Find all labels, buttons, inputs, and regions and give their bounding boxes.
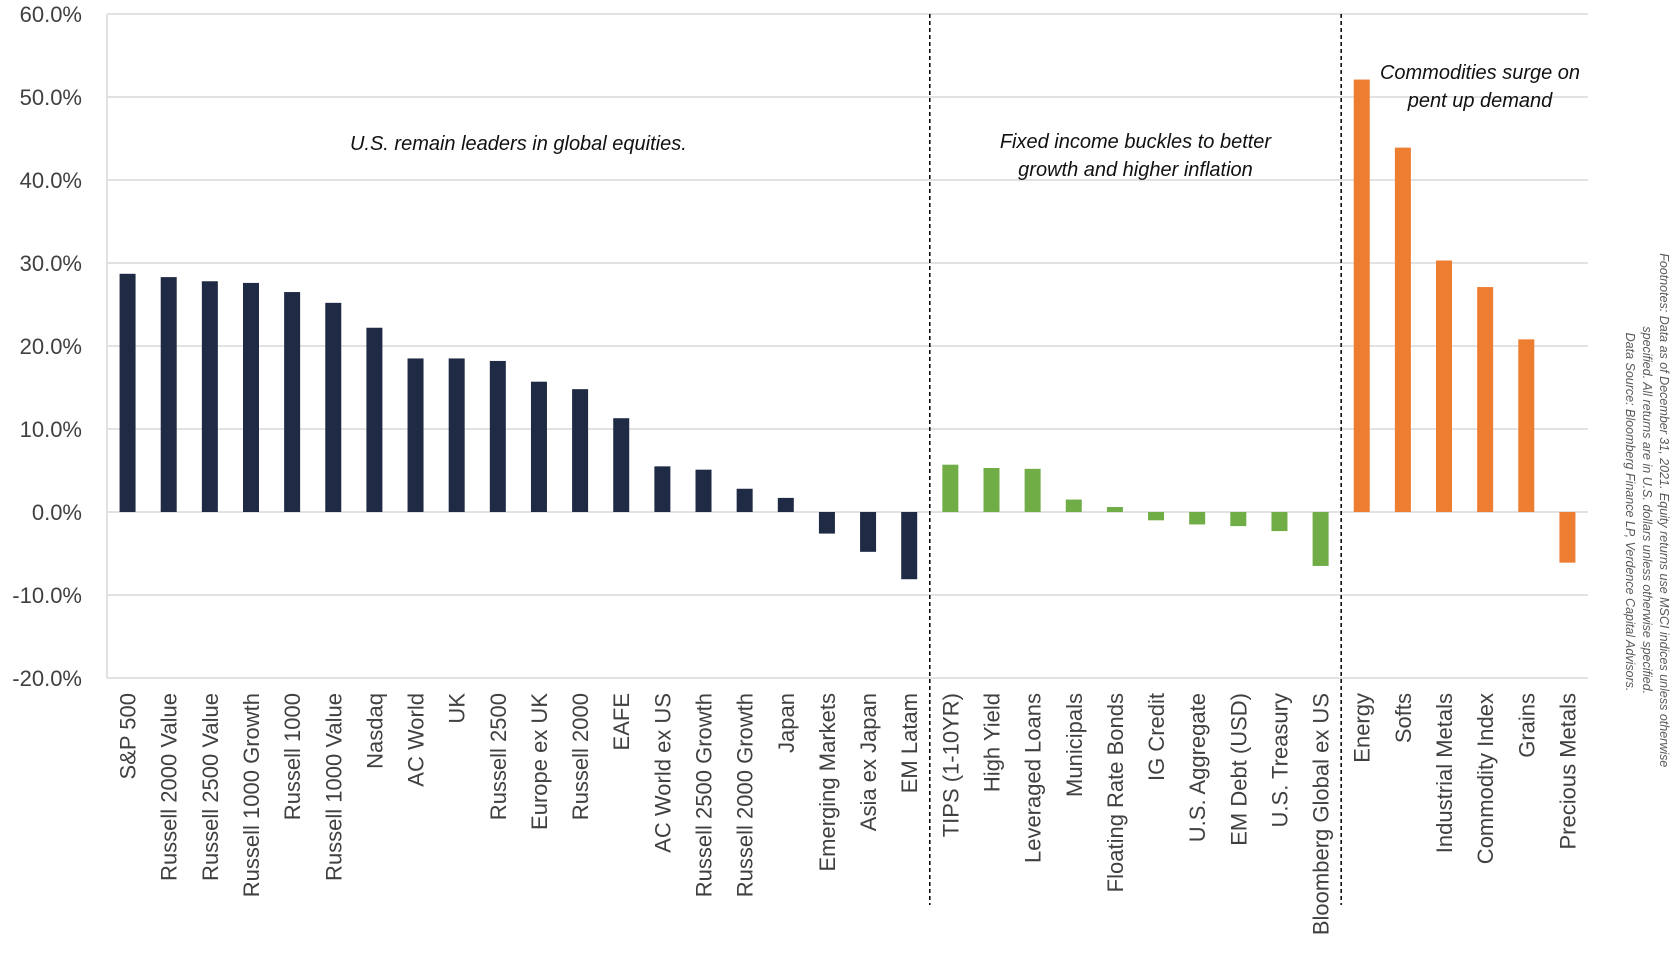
bar <box>695 469 712 512</box>
y-tick-label: 0.0% <box>32 500 82 525</box>
bar <box>572 389 589 512</box>
x-tick-label: UK <box>445 693 470 724</box>
annotation-text: growth and higher inflation <box>1018 159 1253 181</box>
annotation-text: U.S. remain leaders in global equities. <box>350 133 687 155</box>
x-tick-label: EM Debt (USD) <box>1226 693 1251 846</box>
x-tick-label: Russell 2500 <box>486 693 511 820</box>
x-tick-label: High Yield <box>979 693 1004 792</box>
bar <box>777 497 794 512</box>
bar <box>1559 512 1576 563</box>
x-tick-label: Industrial Metals <box>1432 693 1457 853</box>
bar <box>366 327 383 512</box>
bar <box>1148 512 1165 521</box>
x-tick-label: Municipals <box>1062 693 1087 797</box>
x-tick-label: Europe ex UK <box>527 693 552 830</box>
bar <box>1106 507 1123 512</box>
group-dividers <box>929 14 1342 905</box>
y-tick-label: 10.0% <box>20 417 82 442</box>
bar <box>942 464 959 512</box>
bar <box>407 358 424 512</box>
x-tick-label: Russell 1000 Value <box>321 693 346 881</box>
x-tick-label: Grains <box>1514 693 1539 758</box>
bar <box>1312 512 1329 566</box>
bar <box>1230 512 1247 527</box>
annotations: U.S. remain leaders in global equities. F… <box>350 62 1580 181</box>
y-tick-label: -10.0% <box>12 583 82 608</box>
bar <box>201 281 218 512</box>
bar <box>448 358 465 512</box>
y-tick-label: 60.0% <box>20 2 82 27</box>
x-tick-label: Russell 2500 Value <box>198 693 223 881</box>
bar <box>325 302 342 512</box>
bars <box>119 79 1576 580</box>
footnote-line-1: Footnotes: Data as of December 31, 2021.… <box>1657 253 1671 767</box>
y-tick-label: 30.0% <box>20 251 82 276</box>
bar <box>1394 147 1411 512</box>
x-tick-label: Russell 2000 Value <box>157 693 182 881</box>
bar <box>489 360 506 512</box>
y-tick-label: 20.0% <box>20 334 82 359</box>
bar <box>1065 499 1082 512</box>
x-tick-label: U.S. Aggregate <box>1185 693 1210 842</box>
x-tick-label: Commodity Index <box>1473 693 1498 864</box>
bar <box>1271 512 1288 532</box>
x-tick-label: Softs <box>1391 693 1416 743</box>
y-tick-label: -20.0% <box>12 666 82 691</box>
annotation-text: Commodities surge on <box>1380 62 1580 84</box>
bar <box>654 466 671 512</box>
gridlines <box>107 13 1588 679</box>
x-tick-label: Nasdaq <box>362 693 387 769</box>
annotation-text: Fixed income buckles to better <box>1000 131 1273 153</box>
y-axis: -20.0% -10.0% 0.0% 10.0% 20.0% 30.0% 40.0% 50.0… <box>12 2 108 691</box>
y-tick-label: 50.0% <box>20 85 82 110</box>
x-tick-label: AC World ex US <box>650 693 675 853</box>
annotation-text: pent up demand <box>1407 90 1553 112</box>
bar <box>1436 260 1453 512</box>
x-tick-label: U.S. Treasury <box>1267 693 1292 827</box>
footnote-text: Footnotes: Data as of December 31, 2021.… <box>1623 253 1671 771</box>
bar <box>284 292 301 512</box>
x-tick-label: EAFE <box>609 693 634 750</box>
x-tick-label: Bloomberg Global ex US <box>1309 693 1334 935</box>
bar <box>160 277 177 512</box>
x-tick-label: Japan <box>774 693 799 753</box>
footnote-line-2: specified. All returns are in U.S. dolla… <box>1640 326 1654 694</box>
x-tick-label: IG Credit <box>1144 693 1169 781</box>
x-tick-label: Floating Rate Bonds <box>1103 693 1128 892</box>
bar <box>736 488 753 512</box>
x-tick-label: Precious Metals <box>1555 693 1580 850</box>
bar <box>818 512 835 534</box>
bar <box>613 418 630 512</box>
bar <box>530 381 547 512</box>
x-tick-label: Russell 2000 Growth <box>733 693 758 897</box>
x-tick-label: Leveraged Loans <box>1021 693 1046 863</box>
x-tick-label: Energy <box>1350 693 1375 763</box>
x-tick-label: AC World <box>404 693 429 787</box>
footnote-line-3: Data Source: Bloomberg Finance LP, Verde… <box>1623 333 1637 692</box>
y-tick-label: 40.0% <box>20 168 82 193</box>
bar <box>1189 512 1206 525</box>
bar <box>119 273 136 512</box>
bar <box>1353 79 1370 512</box>
x-tick-label: Asia ex Japan <box>856 693 881 831</box>
x-tick-label: EM Latam <box>897 693 922 793</box>
bar <box>1024 468 1041 512</box>
x-tick-label: S&P 500 <box>116 693 141 779</box>
bar <box>983 468 1000 512</box>
x-tick-label: Russell 2000 <box>568 693 593 820</box>
x-tick-label: Emerging Markets <box>815 693 840 872</box>
x-axis-labels: S&P 500 Russell 2000 Value Russell 2500 Va… <box>116 693 1581 935</box>
x-tick-label: Russell 1000 Growth <box>239 693 264 897</box>
bar <box>1477 287 1494 512</box>
bar <box>860 512 877 552</box>
x-tick-label: Russell 2500 Growth <box>692 693 717 897</box>
bar <box>1518 339 1535 512</box>
bar <box>242 282 259 512</box>
x-tick-label: TIPS (1-10YR) <box>938 693 963 837</box>
bar <box>901 512 918 580</box>
x-tick-label: Russell 1000 <box>280 693 305 820</box>
